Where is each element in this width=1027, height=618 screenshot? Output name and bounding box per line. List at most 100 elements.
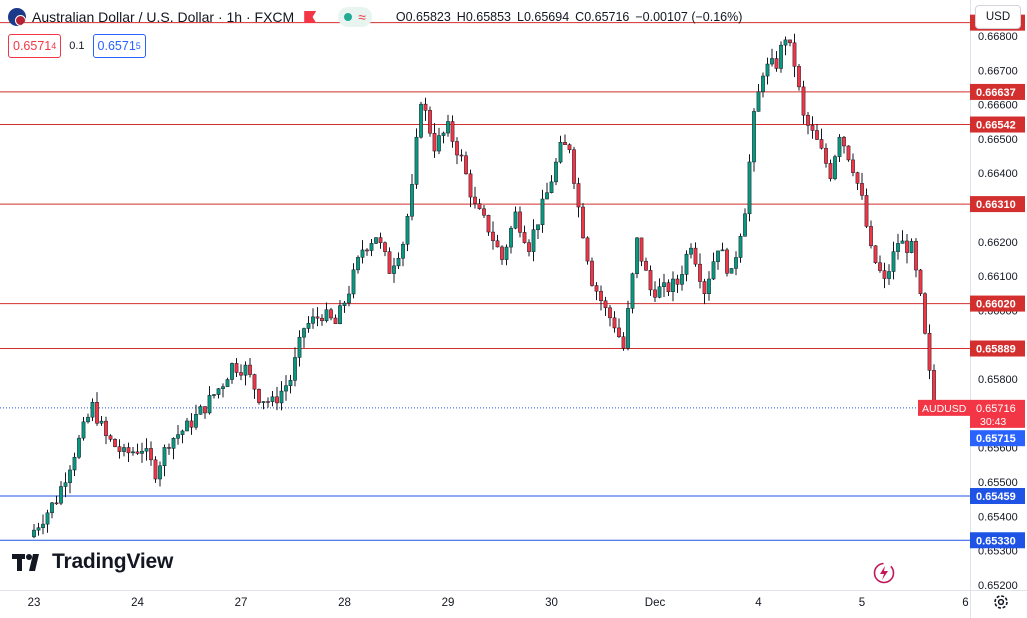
resistance-level-label: 0.66542 [976, 120, 1016, 132]
candle-body [86, 416, 90, 423]
candle-body [540, 198, 545, 225]
candle [774, 51, 779, 72]
candle [410, 174, 414, 221]
candle-body [585, 237, 590, 262]
candle-body [801, 86, 806, 116]
candle [180, 429, 185, 444]
candle-body [788, 39, 792, 44]
candle [450, 115, 455, 148]
candle-body [459, 154, 464, 157]
candle-body [189, 420, 194, 428]
candle-body [441, 132, 446, 136]
sell-button[interactable]: 0.6571 4 [8, 34, 62, 58]
candle [284, 375, 288, 401]
candle [54, 495, 59, 505]
candle [108, 434, 113, 442]
candle [855, 171, 860, 190]
candle-body [743, 213, 747, 237]
candle-body [846, 145, 851, 161]
candle-body [468, 173, 473, 198]
tradingview-logo[interactable]: TradingView [12, 550, 173, 574]
candle [738, 233, 743, 263]
wave-icon: ≈ [358, 9, 366, 25]
candle [293, 347, 297, 387]
candle-body [347, 293, 351, 304]
current-price-label: 0.65716 [976, 403, 1016, 415]
candle-body [99, 420, 104, 424]
candle [90, 398, 95, 422]
candle-body [779, 44, 783, 69]
candlestick-series [32, 33, 936, 539]
candle-body [333, 317, 338, 324]
candle [743, 208, 747, 237]
y-tick-label: 0.65400 [978, 511, 1018, 523]
candle-body [396, 257, 401, 267]
candle-body [513, 211, 518, 229]
candle [797, 64, 801, 91]
candle-body [752, 111, 756, 163]
candle-body [509, 227, 513, 248]
candle [401, 241, 405, 267]
buy-price: 0.6571 [97, 39, 136, 53]
candle [702, 278, 707, 305]
flag-icon[interactable] [304, 11, 317, 23]
bolt-icon[interactable] [873, 562, 895, 584]
candle [590, 257, 594, 287]
candle [900, 230, 905, 244]
x-tick-label: 28 [338, 597, 351, 609]
candle-body [297, 336, 302, 358]
candle-body [914, 240, 918, 271]
candle-body [144, 448, 149, 452]
candle-body [716, 250, 720, 262]
candle-body [225, 379, 230, 387]
candle [878, 255, 882, 273]
candle [162, 444, 167, 477]
candle [756, 84, 761, 112]
candle-body [369, 243, 374, 251]
candle [95, 392, 99, 426]
candle-body [824, 147, 828, 164]
ohlc-close-label: C [575, 10, 585, 24]
support-level-label-bg [970, 488, 1025, 505]
candle [837, 134, 842, 162]
symbol-tag-bg [918, 399, 970, 416]
candle-body [342, 302, 347, 306]
candle-body [761, 75, 765, 93]
candle [68, 465, 72, 494]
candle-body [842, 136, 846, 147]
candle-body [837, 136, 842, 157]
candle-body [693, 247, 698, 265]
candle-body [180, 430, 185, 435]
candle [599, 285, 603, 311]
candle [176, 425, 180, 445]
market-status-pill[interactable]: ≈ [338, 7, 372, 27]
candle-body [378, 237, 383, 243]
resistance-level-label: 0.66310 [976, 199, 1016, 211]
candle [824, 143, 828, 168]
candle [513, 206, 518, 230]
candle [167, 443, 171, 455]
symbol-title[interactable]: Australian Dollar / U.S. Dollar · 1h · F… [32, 9, 295, 25]
candle-body [54, 502, 59, 505]
candle-body [198, 406, 203, 415]
candle [761, 72, 765, 98]
candle [653, 281, 657, 303]
candle-body [891, 251, 896, 272]
candle [135, 443, 140, 455]
candle [522, 225, 527, 244]
candle-body [608, 307, 612, 319]
candle-body [765, 63, 770, 77]
candle-body [833, 156, 837, 179]
candle-body [293, 357, 297, 381]
candle [509, 225, 513, 254]
currency-selector[interactable]: USD [975, 5, 1021, 29]
candle [104, 416, 108, 445]
candle [518, 206, 522, 238]
candle-body [158, 465, 162, 480]
candle-body [558, 142, 563, 163]
gear-icon[interactable] [992, 593, 1010, 611]
buy-button[interactable]: 0.6571 5 [92, 34, 146, 58]
candle [536, 224, 540, 240]
candle [275, 386, 279, 411]
